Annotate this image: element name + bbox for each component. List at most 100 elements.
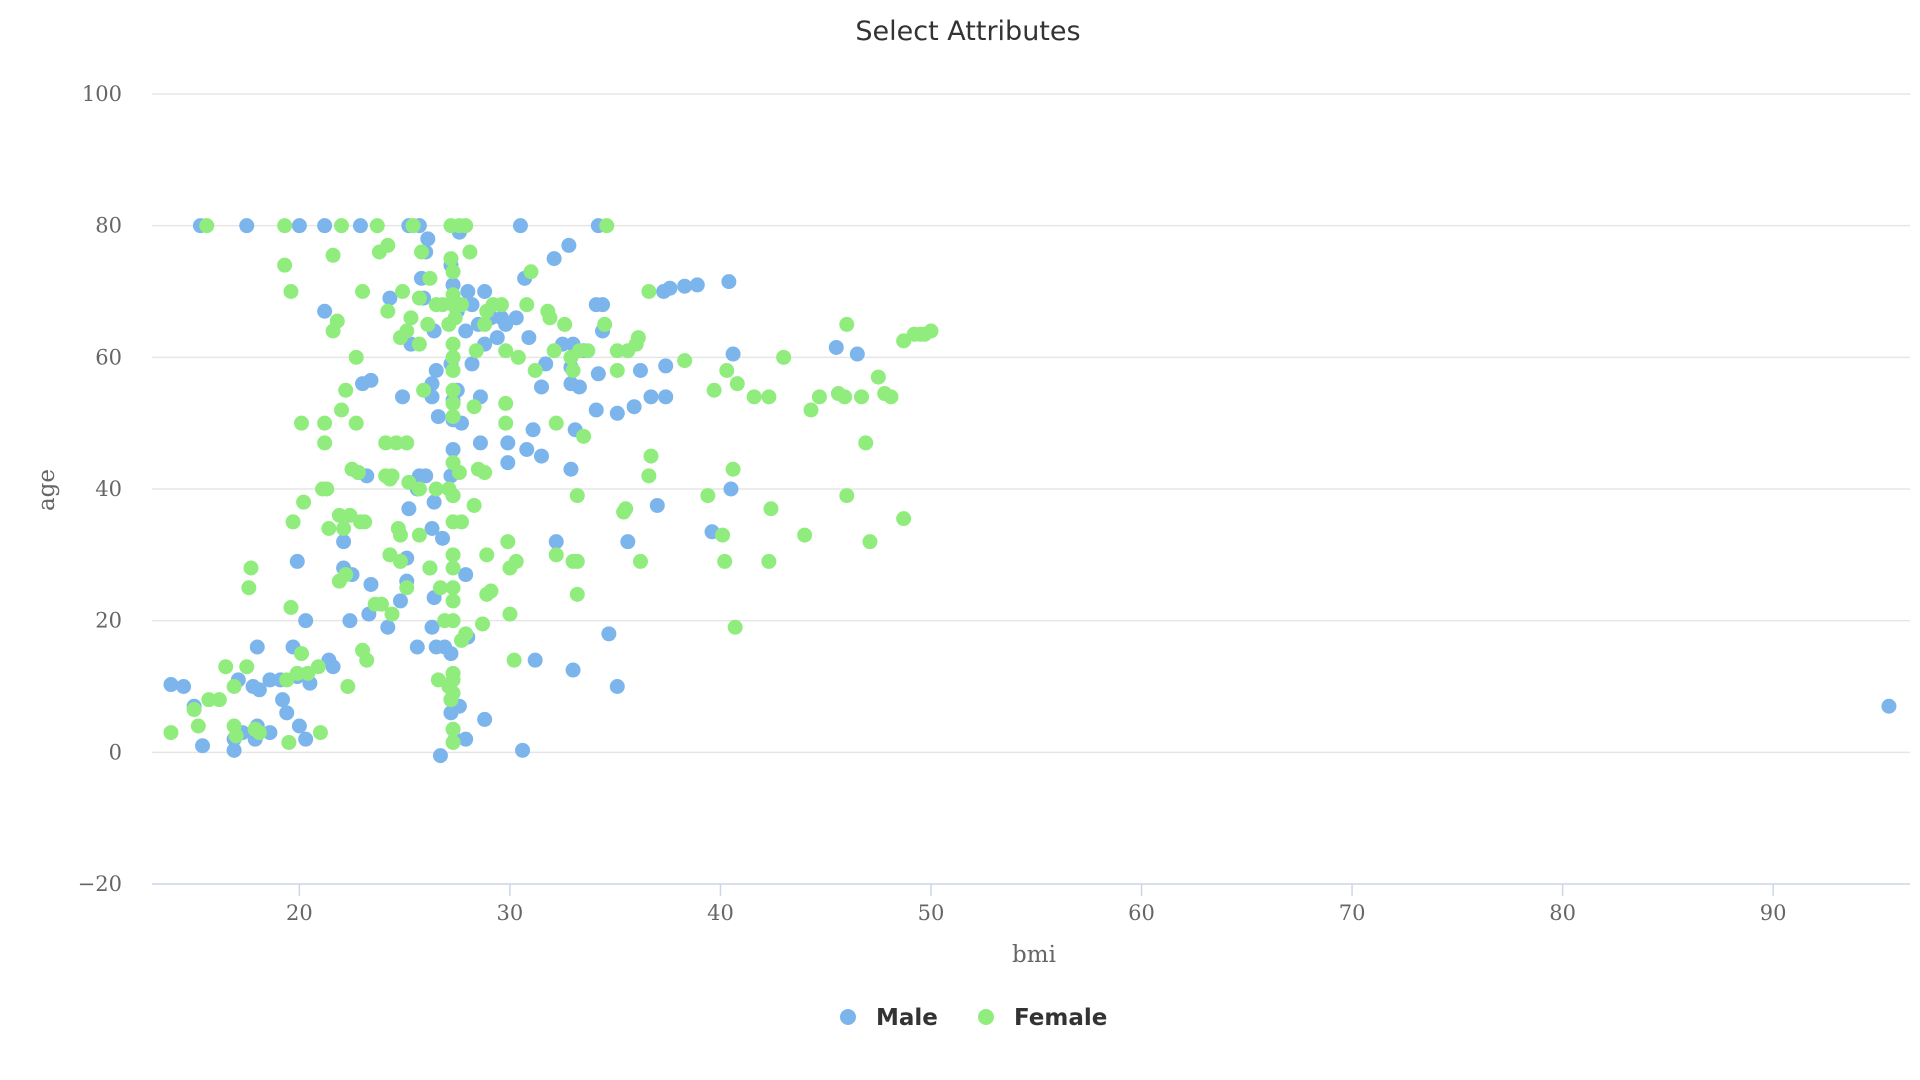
- female-point[interactable]: [479, 303, 495, 319]
- female-point[interactable]: [445, 580, 461, 596]
- male-point[interactable]: [590, 366, 606, 382]
- female-point[interactable]: [500, 534, 516, 550]
- female-point[interactable]: [373, 596, 389, 612]
- female-point[interactable]: [357, 514, 373, 530]
- female-point[interactable]: [557, 316, 573, 332]
- female-point[interactable]: [445, 409, 461, 425]
- female-point[interactable]: [453, 514, 469, 530]
- female-point[interactable]: [239, 659, 255, 675]
- female-point[interactable]: [380, 303, 396, 319]
- female-point[interactable]: [599, 218, 615, 234]
- male-point[interactable]: [382, 290, 398, 306]
- female-point[interactable]: [445, 349, 461, 365]
- male-point[interactable]: [521, 330, 537, 346]
- male-point[interactable]: [464, 356, 480, 372]
- female-point[interactable]: [715, 527, 731, 543]
- male-point[interactable]: [458, 567, 474, 583]
- male-point[interactable]: [723, 481, 739, 497]
- female-point[interactable]: [858, 435, 874, 451]
- male-point[interactable]: [609, 679, 625, 694]
- female-point[interactable]: [428, 481, 444, 497]
- female-point[interactable]: [641, 468, 657, 484]
- male-point[interactable]: [477, 284, 493, 299]
- female-point[interactable]: [445, 336, 461, 352]
- female-point[interactable]: [296, 494, 312, 510]
- female-point[interactable]: [405, 218, 421, 234]
- female-point[interactable]: [462, 244, 478, 260]
- male-point[interactable]: [533, 448, 549, 464]
- female-point[interactable]: [466, 497, 482, 513]
- female-point[interactable]: [510, 349, 526, 365]
- male-point[interactable]: [515, 742, 531, 758]
- female-point[interactable]: [445, 395, 461, 411]
- male-point[interactable]: [392, 593, 408, 609]
- female-point[interactable]: [411, 527, 427, 543]
- female-point[interactable]: [477, 316, 493, 332]
- female-point[interactable]: [211, 692, 227, 708]
- male-point[interactable]: [262, 672, 278, 688]
- female-point[interactable]: [432, 580, 448, 596]
- female-point[interactable]: [277, 218, 293, 234]
- female-point[interactable]: [761, 553, 777, 569]
- female-point[interactable]: [445, 363, 461, 378]
- female-point[interactable]: [445, 560, 461, 576]
- female-point[interactable]: [283, 284, 299, 299]
- male-point[interactable]: [601, 626, 617, 642]
- male-point[interactable]: [512, 218, 528, 234]
- female-point[interactable]: [725, 461, 741, 477]
- female-point[interactable]: [458, 218, 474, 234]
- female-point[interactable]: [466, 399, 482, 415]
- male-point[interactable]: [424, 521, 440, 536]
- female-point[interactable]: [285, 514, 301, 530]
- female-point[interactable]: [445, 721, 461, 737]
- female-point[interactable]: [317, 415, 333, 431]
- female-point[interactable]: [331, 573, 347, 589]
- female-point[interactable]: [388, 435, 404, 451]
- female-point[interactable]: [493, 297, 509, 313]
- male-point[interactable]: [620, 534, 636, 550]
- female-point[interactable]: [761, 389, 777, 405]
- female-point[interactable]: [445, 264, 461, 280]
- female-point[interactable]: [498, 415, 514, 431]
- male-point[interactable]: [658, 389, 674, 405]
- female-point[interactable]: [317, 435, 333, 451]
- female-point[interactable]: [333, 218, 349, 234]
- male-point[interactable]: [643, 389, 659, 405]
- male-point[interactable]: [432, 748, 448, 764]
- male-point[interactable]: [626, 399, 642, 415]
- female-point[interactable]: [445, 547, 461, 563]
- female-point[interactable]: [502, 606, 518, 622]
- male-point[interactable]: [251, 682, 267, 698]
- male-point[interactable]: [443, 705, 459, 721]
- male-point[interactable]: [426, 494, 442, 510]
- male-point[interactable]: [609, 405, 625, 421]
- female-point[interactable]: [445, 382, 461, 398]
- male-point[interactable]: [1881, 698, 1897, 714]
- male-point[interactable]: [395, 389, 411, 405]
- legend-item-male[interactable]: Male: [840, 1005, 938, 1031]
- male-point[interactable]: [658, 358, 674, 374]
- female-point[interactable]: [293, 646, 309, 662]
- female-point[interactable]: [548, 415, 564, 431]
- female-point[interactable]: [854, 389, 870, 405]
- female-point[interactable]: [870, 369, 886, 385]
- male-point[interactable]: [588, 402, 604, 418]
- female-point[interactable]: [392, 553, 408, 569]
- female-point[interactable]: [411, 336, 427, 352]
- female-point[interactable]: [312, 725, 328, 741]
- male-point[interactable]: [279, 705, 295, 721]
- male-point[interactable]: [291, 718, 307, 734]
- female-point[interactable]: [422, 270, 438, 286]
- female-point[interactable]: [241, 580, 257, 596]
- male-point[interactable]: [477, 711, 493, 727]
- female-point[interactable]: [399, 323, 415, 339]
- female-point[interactable]: [839, 488, 855, 504]
- female-point[interactable]: [498, 343, 514, 359]
- female-point[interactable]: [355, 284, 371, 299]
- female-point[interactable]: [163, 725, 179, 741]
- female-point[interactable]: [548, 547, 564, 563]
- female-point[interactable]: [218, 659, 234, 675]
- male-point[interactable]: [519, 442, 535, 457]
- male-point[interactable]: [548, 534, 564, 550]
- female-point[interactable]: [199, 218, 215, 234]
